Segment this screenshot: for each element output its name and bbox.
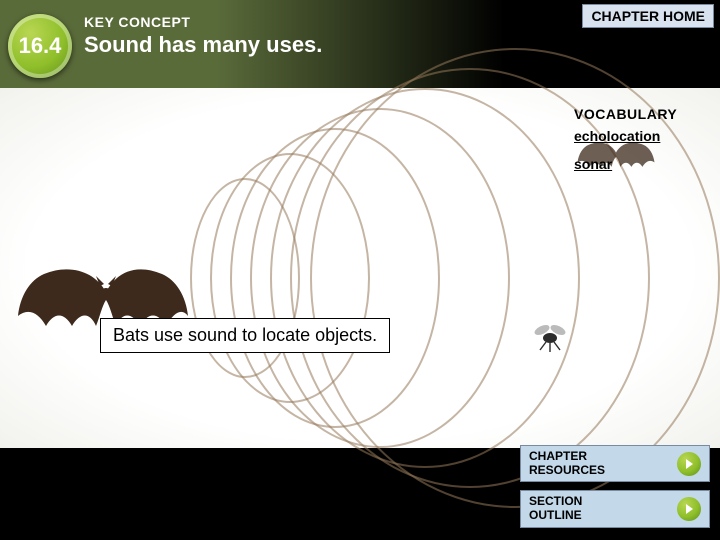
caption-text: Bats use sound to locate objects. [113,325,377,345]
vocabulary-panel: VOCABULARY echolocation sonar [574,106,706,184]
play-icon [677,452,701,476]
chapter-home-label: CHAPTER HOME [591,8,705,24]
bat-silhouette-main [18,258,188,373]
chapter-badge: 16.4 [8,14,72,78]
caption-box: Bats use sound to locate objects. [100,318,390,353]
footer-buttons: CHAPTERRESOURCES SECTIONOUTLINE [520,437,710,528]
section-outline-label: SECTIONOUTLINE [529,495,582,523]
chapter-number: 16.4 [19,33,62,59]
section-outline-button[interactable]: SECTIONOUTLINE [520,490,710,528]
play-icon [677,497,701,521]
vocabulary-title: VOCABULARY [574,106,706,122]
insect-target [528,318,568,357]
chapter-resources-button[interactable]: CHAPTERRESOURCES [520,445,710,483]
chapter-home-button[interactable]: CHAPTER HOME [582,4,714,28]
key-concept-label: KEY CONCEPT [84,14,322,30]
vocab-link-sonar[interactable]: sonar [574,156,706,172]
header-text: KEY CONCEPT Sound has many uses. [84,14,322,58]
page-title: Sound has many uses. [84,32,322,58]
chapter-resources-label: CHAPTERRESOURCES [529,450,605,478]
vocab-link-echolocation[interactable]: echolocation [574,128,706,144]
